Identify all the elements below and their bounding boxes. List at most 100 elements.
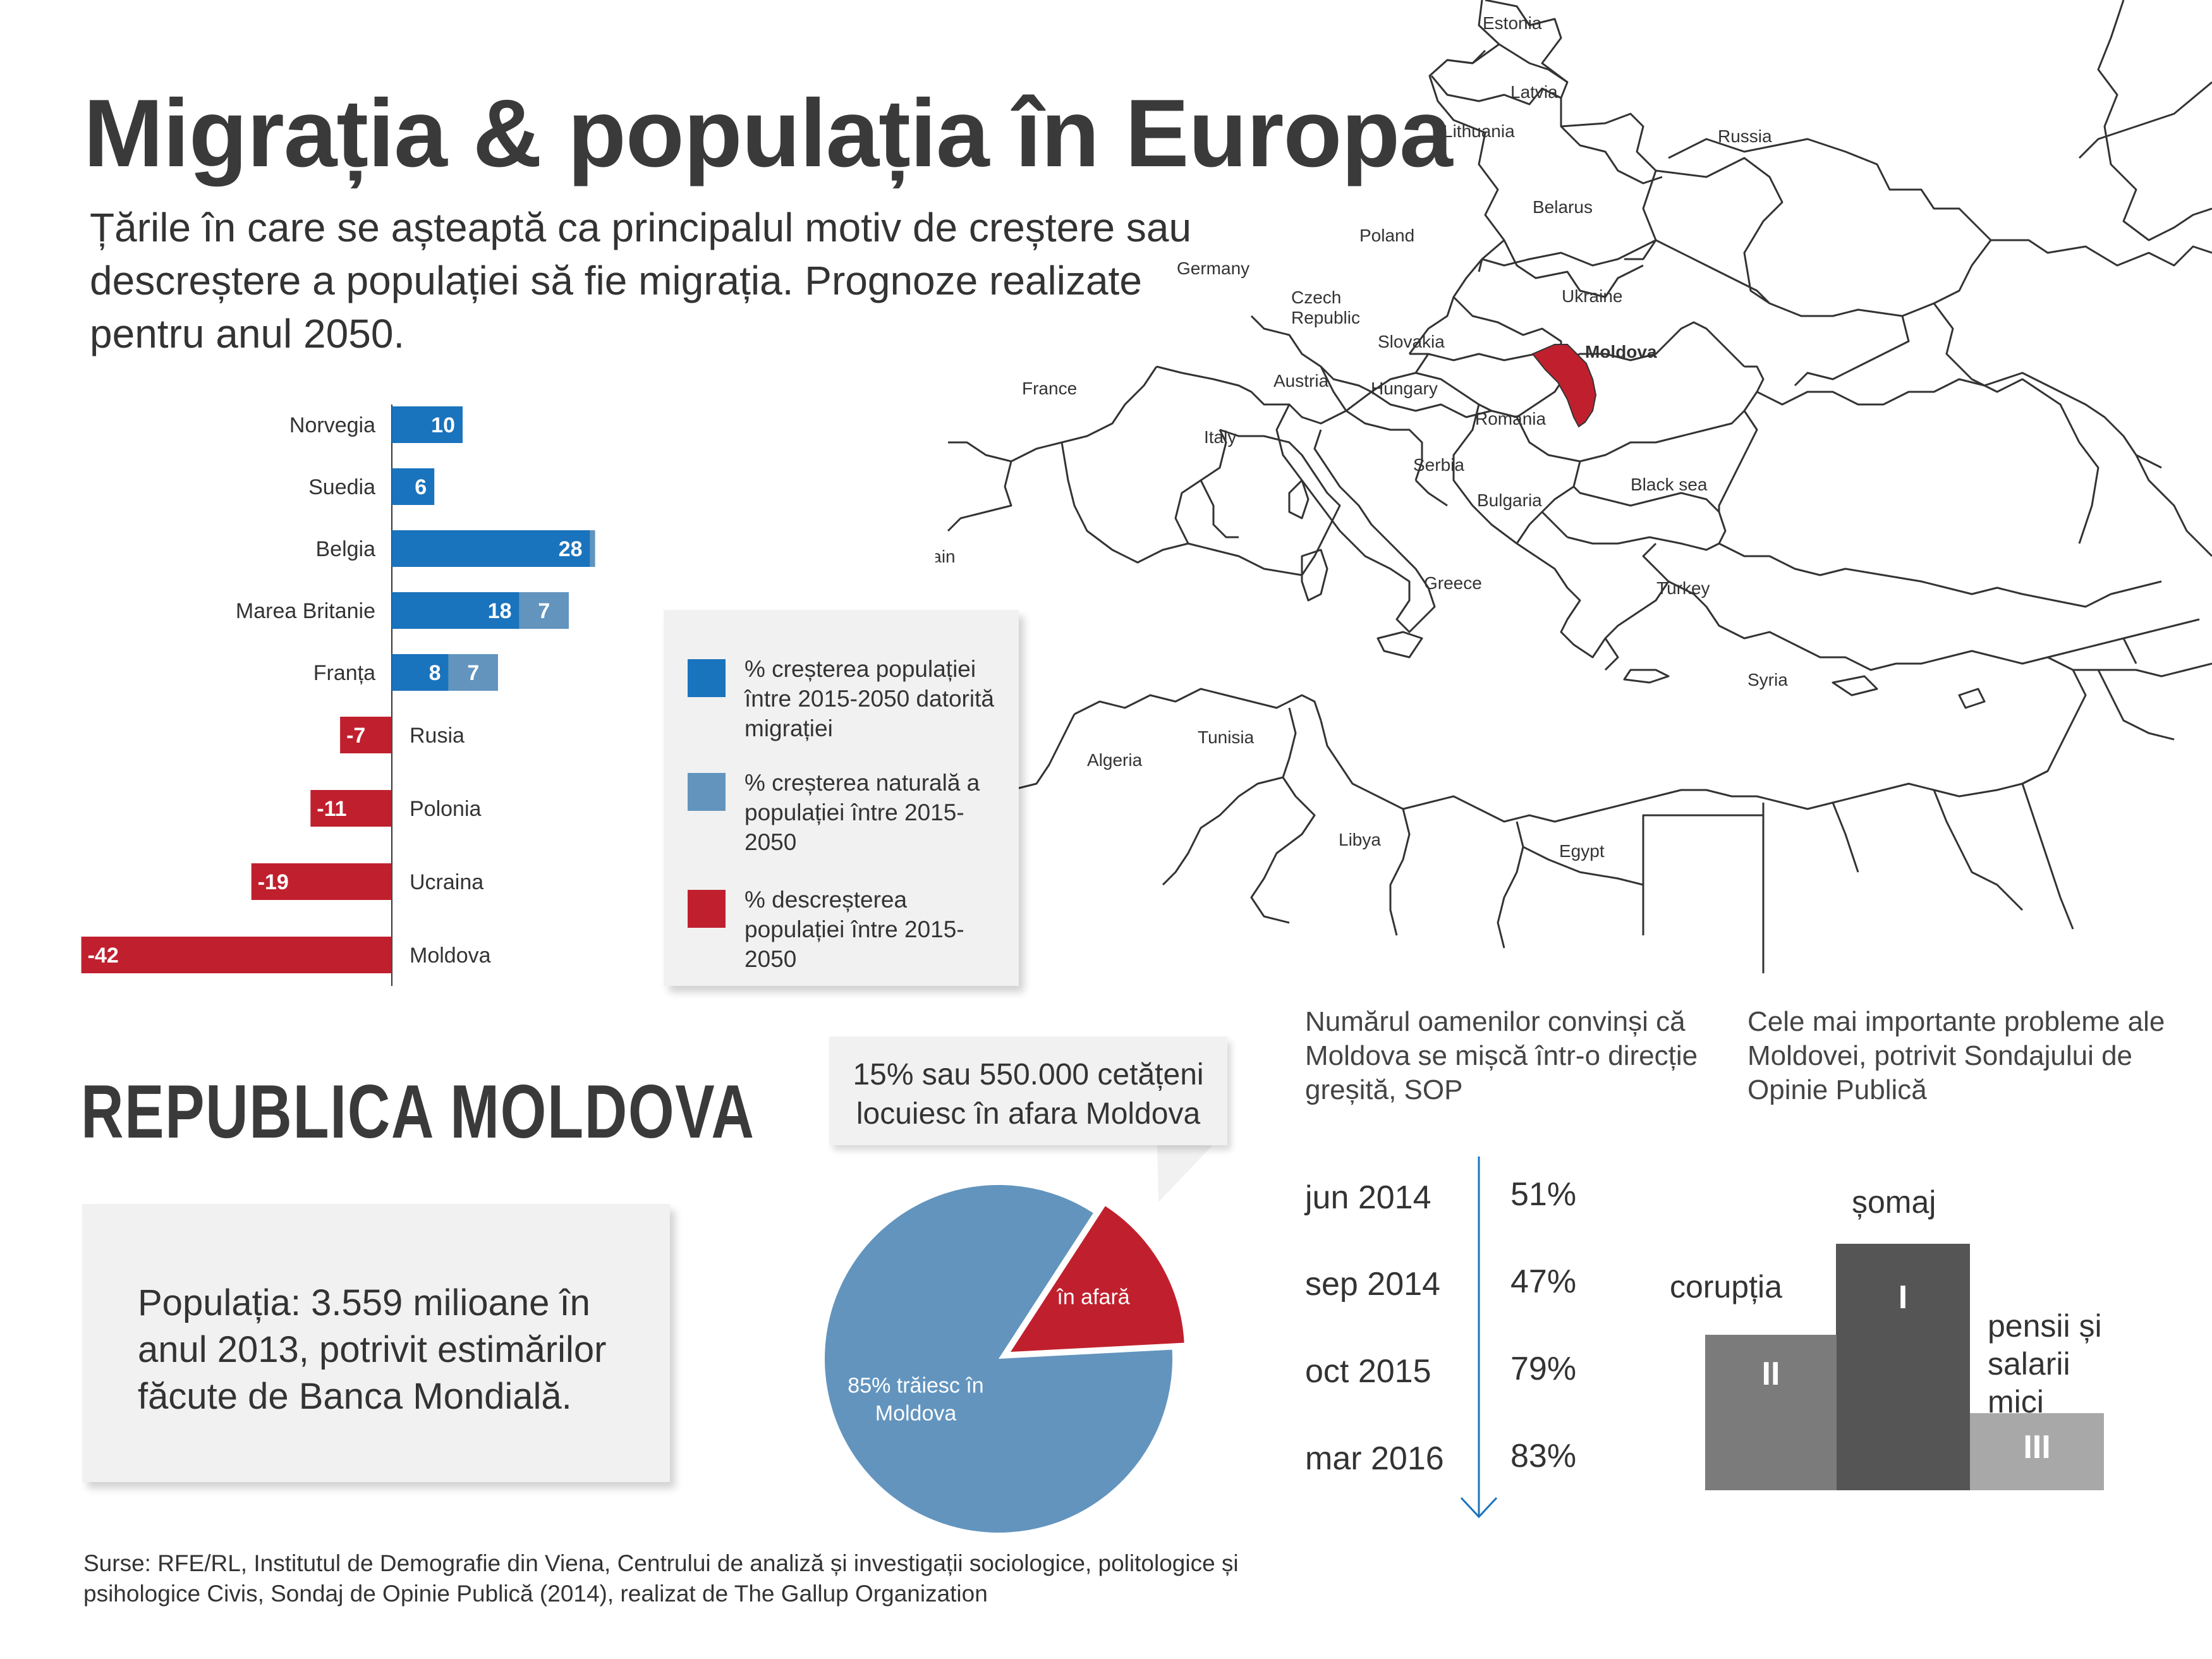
diaspora-pie-chart: în afară 85% trăiesc în Moldova (815, 1169, 1194, 1548)
page-subtitle: Țările în care se așteaptă ca principalu… (90, 205, 1192, 356)
bar-category-label: Polonia (410, 797, 482, 821)
bar-value-natural: 0.4 (603, 537, 633, 561)
map-label-poland: Poland (1359, 226, 1414, 245)
podium-first: I (1836, 1244, 1970, 1490)
sop-value: 51% (1510, 1176, 1577, 1213)
podium-second: II (1705, 1335, 1837, 1490)
map-label-russia: Russia (1718, 126, 1772, 146)
map-label-belarus: Belarus (1533, 197, 1593, 217)
podium-rank: II (1761, 1356, 1780, 1392)
pie-callout-text: 15% sau 550.000 cetățeni locuiesc în afa… (853, 1058, 1204, 1131)
legend-label-decrease: % descreșterea populației între 2015-205… (744, 887, 964, 972)
map-label-lithuania: Lithuania (1443, 121, 1515, 141)
sop-value: 79% (1510, 1351, 1577, 1387)
bar-category-label: Franța (313, 661, 375, 685)
map-borders (941, 0, 2212, 973)
legend-label-migration: % creșterea populației între 2015-2050 d… (744, 656, 994, 741)
pie-callout: 15% sau 550.000 cetățeni locuiesc în afa… (829, 1036, 1227, 1145)
chart-legend: % creșterea populației între 2015-2050 d… (664, 610, 1019, 986)
map-label-moldova: Moldova (1585, 342, 1657, 362)
bar-category-label: Marea Britanie (236, 599, 375, 623)
bar-decrease (340, 717, 392, 753)
bar-value-decrease: -11 (317, 797, 346, 821)
section-heading-moldova: REPUBLICA MOLDOVA (81, 1069, 755, 1154)
bar-migration (392, 592, 520, 629)
map-label-czech: Czech (1291, 288, 1341, 307)
map-label-bulgaria: Bulgaria (1477, 490, 1542, 510)
pie-svg: în afară 85% trăiesc în Moldova (825, 1185, 1184, 1533)
bar-natural (448, 654, 498, 691)
bar-category-label: Belgia (315, 537, 375, 561)
down-arrow-icon (1460, 1157, 1498, 1519)
map-label-spain: Spain (935, 547, 956, 566)
podium-third: III (1970, 1413, 2104, 1490)
problem-label: pensii și salarii mici (1988, 1308, 2102, 1419)
bar-value-migration: 10 (431, 413, 455, 437)
bar-category-label: Suedia (308, 475, 375, 499)
map-label-tunisia: Tunisia (1198, 727, 1255, 747)
map-label-turkey: Turkey (1656, 578, 1710, 598)
map-label-black-sea: Black sea (1631, 475, 1708, 494)
map-labels: Estonia Latvia Lithuania Russia Belarus … (910, 13, 1788, 861)
pie-slice-abroad (1011, 1206, 1184, 1352)
sop-value: 83% (1510, 1438, 1577, 1474)
bar-value-migration: 18 (488, 599, 512, 623)
pie-slice-label: în afară (1056, 1285, 1129, 1309)
legend-swatch-natural (688, 773, 726, 811)
bar-category-label: Norvegia (289, 413, 375, 437)
sop-date: mar 2016 (1305, 1440, 1444, 1477)
problem-label: corupția (1670, 1269, 1782, 1304)
pie-slice-home (825, 1185, 1172, 1533)
bar-natural (519, 592, 569, 629)
map-label-ukraine: Ukraine (1562, 286, 1622, 306)
sources-text: Surse: RFE/RL, Institutul de Demografie … (83, 1550, 1239, 1607)
bar-migration (392, 406, 463, 443)
map-label-syria: Syria (1747, 670, 1788, 690)
map-svg: Estonia Latvia Lithuania Russia Belarus … (910, 0, 2212, 973)
bar-value-decrease: -7 (346, 724, 365, 748)
map-label-italy: Italy (1204, 427, 1236, 447)
bar-value-migration: 28 (559, 537, 583, 561)
bar-migration (392, 468, 435, 505)
bar-category-label: Moldova (410, 944, 491, 968)
bar-category-label: Rusia (410, 724, 465, 748)
map-label-latvia: Latvia (1510, 82, 1558, 102)
bar-value-natural: 7 (467, 661, 479, 685)
page-title: Migrația & populația în Europa (83, 80, 1453, 187)
map-label-algeria: Algeria (1087, 750, 1143, 770)
sop-date: jun 2014 (1305, 1179, 1431, 1216)
bar-value-migration: 8 (429, 661, 441, 685)
map-label-austria: Austria (1273, 371, 1329, 391)
bar-value-decrease: -19 (258, 870, 289, 894)
bar-chart-svg: 10 Norvegia 6 Suedia 28 0.4 Belgia 18 7 Marea Bri… (81, 404, 633, 986)
sop-title: Numărul oamenilor convinși că Moldova se… (1305, 1006, 1698, 1105)
podium-rank: III (2023, 1429, 2051, 1466)
population-box: Populația: 3.559 milioane în anul 2013, … (82, 1204, 670, 1482)
sop-date: sep 2014 (1305, 1266, 1440, 1303)
bar-decrease (81, 937, 392, 973)
legend-label-natural: % creșterea naturală a populației între … (744, 770, 980, 855)
bar-value-natural: 7 (538, 599, 550, 623)
map-label-republic: Republic (1291, 308, 1360, 327)
europe-map: Estonia Latvia Lithuania Russia Belarus … (910, 0, 2212, 973)
problem-label: șomaj (1852, 1184, 1936, 1220)
map-label-germany: Germany (1177, 258, 1249, 278)
map-label-egypt: Egypt (1559, 841, 1605, 861)
moldova-region[interactable] (1531, 344, 1597, 428)
legend-swatch-decrease (688, 890, 726, 928)
map-label-estonia: Estonia (1483, 13, 1542, 33)
map-label-libya: Libya (1339, 830, 1381, 849)
bar-migration (392, 530, 590, 567)
bar-decrease (310, 790, 392, 827)
pie-slice-label: 85% trăiesc în Moldova (848, 1374, 983, 1426)
podium-rank: I (1898, 1279, 1908, 1316)
legend-swatch-migration (688, 659, 726, 697)
migration-bar-chart: 10 Norvegia 6 Suedia 28 0.4 Belgia 18 7 Marea Bri… (63, 392, 758, 999)
sop-value: 47% (1510, 1263, 1577, 1300)
bar-value-migration: 6 (415, 475, 427, 499)
map-label-greece: Greece (1424, 573, 1482, 593)
map-label-hungary: Hungary (1371, 379, 1438, 398)
bar-value-decrease: -42 (88, 944, 119, 968)
bar-category-label: Ucraina (410, 870, 483, 894)
map-label-france: France (1022, 379, 1077, 398)
